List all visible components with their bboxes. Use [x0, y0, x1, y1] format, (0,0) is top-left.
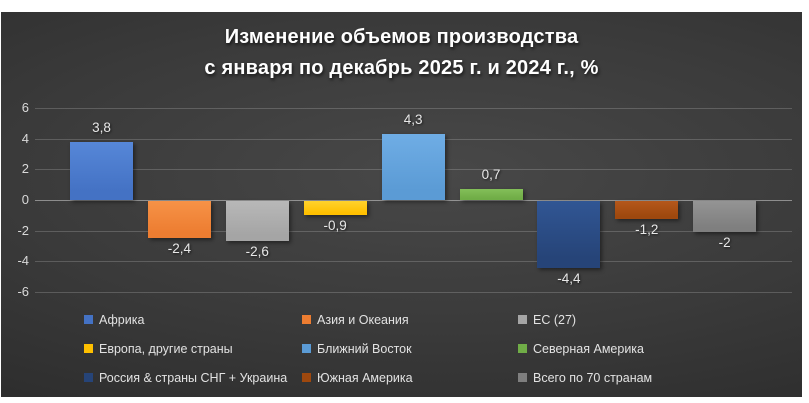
y-axis-tick-label: 0: [21, 192, 29, 207]
data-label: -0,9: [323, 217, 347, 233]
data-label: -2: [718, 234, 731, 250]
legend-label: Всего по 70 странам: [533, 370, 653, 385]
legend-label: Азия и Океания: [317, 312, 409, 327]
data-label: -2,6: [245, 243, 269, 259]
data-label: 4,3: [403, 112, 423, 128]
legend-swatch-icon: [518, 344, 527, 353]
data-label: 0,7: [481, 167, 501, 183]
y-axis-tick-label: -6: [17, 283, 29, 299]
legend-item[interactable]: ЕС (27): [518, 313, 784, 327]
bar-4[interactable]: [303, 201, 367, 215]
bar-7[interactable]: [537, 201, 601, 269]
data-label: 3,8: [92, 119, 111, 135]
legend-label: Южная Америка: [317, 370, 413, 385]
bar-3[interactable]: [225, 201, 289, 241]
legend-item[interactable]: Ближний Восток: [302, 342, 518, 356]
legend-item[interactable]: Южная Америка: [302, 371, 518, 385]
legend-item[interactable]: Всего по 70 странам: [518, 371, 784, 385]
x-axis-line: [35, 200, 792, 201]
bar-8[interactable]: [615, 201, 679, 220]
data-label: -4,4: [557, 271, 581, 287]
bar-2[interactable]: [147, 201, 211, 238]
legend-swatch-icon: [302, 315, 311, 324]
legend-item[interactable]: Европа, другие страны: [84, 342, 302, 356]
y-axis-tick-label: 4: [21, 130, 29, 146]
legend-label: ЕС (27): [533, 312, 577, 327]
legend-swatch-icon: [84, 373, 93, 382]
bar-1[interactable]: [70, 141, 133, 200]
legend-label: Северная Америка: [533, 341, 644, 356]
gridline: [35, 230, 792, 232]
legend-item[interactable]: Африка: [84, 313, 302, 327]
chart-title-line1: Изменение объемов производства: [224, 26, 579, 48]
y-axis-tick-label: 2: [21, 161, 29, 177]
y-axis-tick-label: -4: [17, 253, 29, 269]
data-label: -1,2: [635, 222, 659, 238]
bar-6[interactable]: [459, 189, 523, 200]
legend-swatch-icon: [302, 373, 311, 382]
chart-legend: Африка Азия и Океания ЕС (27) Европа, други…: [84, 305, 784, 392]
gridline: [35, 291, 792, 293]
data-label: -2,4: [167, 240, 192, 256]
legend-swatch-icon: [518, 373, 527, 382]
legend-swatch-icon: [518, 315, 527, 324]
bar-5[interactable]: [381, 134, 445, 200]
bar-9[interactable]: [693, 201, 757, 232]
y-axis-tick-label: -2: [17, 222, 29, 238]
chart-title-line2: с января по декабрь 2025 г. и 2024 г., %: [204, 57, 599, 79]
legend-swatch-icon: [84, 315, 93, 324]
legend-swatch-icon: [84, 344, 93, 353]
chart-title: Изменение объемов производства с января …: [1, 22, 802, 84]
y-axis-tick-label: 6: [21, 100, 29, 116]
legend-label: Африка: [99, 312, 145, 327]
legend-item[interactable]: Азия и Океания: [302, 313, 518, 327]
legend-item[interactable]: Северная Америка: [518, 342, 784, 356]
gridline: [35, 261, 792, 263]
legend-item[interactable]: Россия & страны СНГ + Украина: [84, 371, 302, 385]
legend-label: Ближний Восток: [317, 341, 412, 356]
legend-swatch-icon: [302, 344, 311, 353]
gridline: [35, 108, 792, 110]
legend-label: Европа, другие страны: [99, 341, 233, 356]
bar-chart: Изменение объемов производства с января …: [1, 12, 802, 397]
legend-label: Россия & страны СНГ + Украина: [99, 370, 288, 385]
